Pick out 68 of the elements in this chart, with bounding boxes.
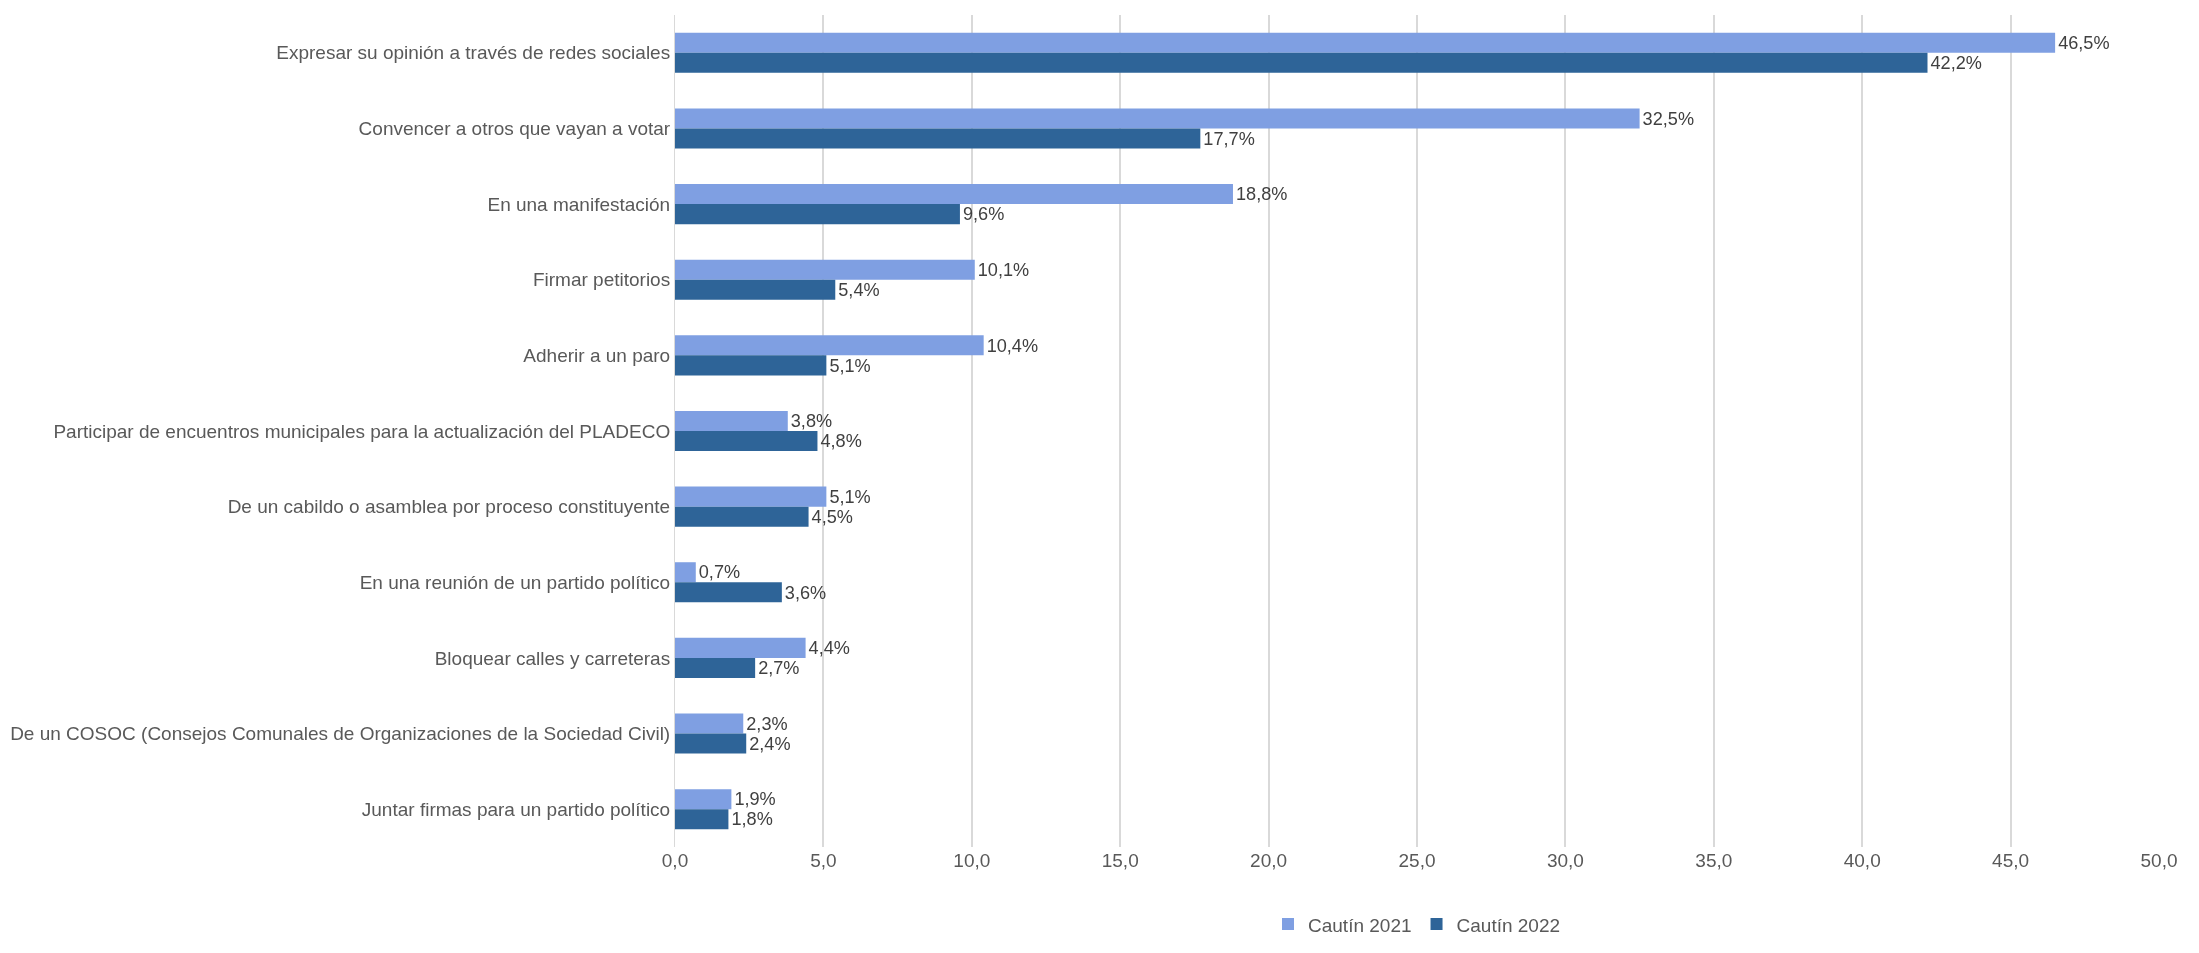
legend-label: Cautín 2022: [1456, 914, 1561, 936]
x-tick-label: 10,0: [953, 850, 991, 871]
x-tick-label: 25,0: [1398, 850, 1436, 871]
bar: [675, 506, 809, 527]
bar: [675, 52, 1928, 73]
bar: [675, 204, 960, 225]
bar: [675, 657, 756, 678]
y-tick-label: Convencer a otros que vayan a votar: [358, 118, 671, 140]
bar: [675, 637, 806, 658]
bar: [675, 582, 782, 603]
bar: [675, 128, 1201, 149]
y-tick-label: Participar de encuentros municipales para la actualización del PLADECO: [53, 420, 671, 442]
data-label: 46,5%: [2058, 33, 2110, 53]
bar: [675, 108, 1640, 129]
data-label: 3,6%: [784, 582, 827, 603]
bar: [675, 809, 729, 830]
data-label: 1,9%: [734, 789, 776, 810]
x-tick-label: 40,0: [1843, 850, 1881, 871]
x-tick-label: 35,0: [1695, 850, 1733, 871]
data-label: 5,1%: [829, 486, 871, 507]
data-label: 2,7%: [758, 658, 800, 679]
bar: [675, 410, 788, 431]
bar: [675, 279, 836, 300]
y-tick-label: En una manifestación: [487, 193, 671, 215]
bar: [675, 486, 827, 507]
x-tick-label: 45,0: [1992, 850, 2030, 871]
y-tick-label: De un cabildo o asamblea por proceso constituyente: [227, 496, 671, 518]
data-label: 4,4%: [808, 638, 850, 659]
bar: [675, 713, 744, 734]
data-label: 18,8%: [1235, 184, 1288, 205]
x-tick-label: 0,0: [661, 850, 689, 871]
y-tick-label: De un COSOC (Consejos Comunales de Organizaciones de la Sociedad Civil): [10, 723, 671, 745]
data-label: 9,6%: [962, 204, 1005, 225]
x-tick-label: 5,0: [810, 850, 837, 871]
x-tick-label: 20,0: [1250, 850, 1288, 871]
bar: [675, 431, 818, 452]
y-tick-label: Firmar petitorios: [532, 269, 671, 291]
data-label: 2,4%: [749, 733, 791, 754]
data-label: 32,5%: [1642, 108, 1695, 129]
y-tick-label: Bloquear calles y carreteras: [434, 647, 671, 669]
y-tick-label: En una reunión de un partido político: [359, 571, 671, 593]
data-label: 4,8%: [820, 431, 862, 452]
legend-label: Cautín 2021: [1308, 914, 1412, 936]
data-label: 17,7%: [1203, 128, 1255, 149]
x-tick-label: 15,0: [1101, 850, 1139, 871]
bar: [675, 335, 984, 356]
y-tick-label: Juntar firmas para un partido político: [361, 798, 671, 820]
bar: [675, 32, 2056, 53]
data-label: 2,3%: [746, 713, 788, 734]
bar: [675, 733, 747, 754]
bar: [675, 259, 975, 280]
y-tick-label: Adherir a un paro: [523, 345, 671, 367]
bar: [675, 789, 732, 810]
data-label: 42,2%: [1930, 53, 1982, 74]
y-tick-label: Expresar su opinión a través de redes sociales: [276, 42, 671, 64]
data-label: 1,8%: [731, 809, 773, 830]
data-label: 10,4%: [986, 335, 1039, 356]
bar: [675, 562, 696, 583]
x-tick-label: 50,0: [2140, 850, 2178, 871]
data-label: 3,8%: [790, 411, 833, 432]
data-label: 4,5%: [811, 506, 853, 527]
x-tick-label: 30,0: [1546, 850, 1584, 871]
data-label: 5,4%: [838, 279, 880, 300]
bar: [675, 184, 1233, 205]
bar: [675, 355, 827, 376]
data-label: 0,7%: [698, 562, 741, 583]
data-label: 10,1%: [977, 259, 1030, 280]
data-label: 5,1%: [829, 355, 871, 376]
